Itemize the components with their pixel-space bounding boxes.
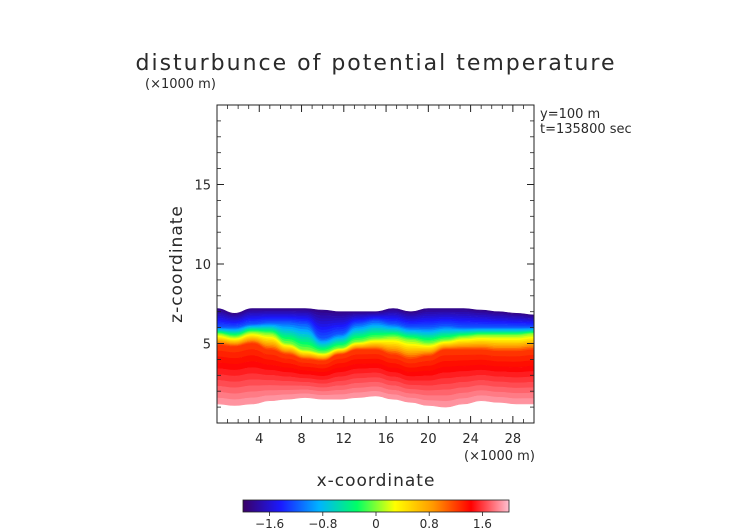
annotation-label: y=100 m (540, 107, 600, 122)
y-tick-label: 10 (194, 258, 211, 273)
temperature-field (217, 308, 534, 408)
z-unit-label: (×1000 m) (145, 77, 216, 92)
annotation-label: t=135800 sec (540, 122, 632, 137)
field-band-warm_core (217, 391, 534, 408)
x-tick-label: 16 (378, 432, 395, 447)
x-tick-label: 20 (420, 432, 437, 447)
x-tick-label: 4 (255, 432, 263, 447)
x-tick-label: 24 (462, 432, 479, 447)
colorbar: −1.6 −0.8 0 0.8 1.6 (242, 499, 510, 531)
chart-title: disturbunce of potential temperature (136, 51, 617, 76)
colorbar-ticks: −1.6 −0.8 0 0.8 1.6 (255, 512, 492, 531)
plot-area: 4 8 12 16 20 24 28 5 10 15 (194, 104, 535, 447)
colorbar-gradient (242, 499, 510, 513)
x-tick-label: 8 (297, 432, 305, 447)
colorbar-tick-label: 0 (372, 517, 380, 531)
y-axis-ticks: 5 10 15 (194, 120, 534, 408)
colorbar-tick-label: 1.6 (473, 517, 492, 531)
x-tick-label: 12 (336, 432, 353, 447)
x-axis-title: x-coordinate (317, 471, 436, 491)
y-tick-label: 15 (194, 179, 211, 194)
y-axis-title: z-coordinate (167, 205, 187, 323)
colorbar-tick-label: −0.8 (308, 517, 337, 531)
colorbar-tick-label: 0.8 (420, 517, 439, 531)
x-tick-label: 28 (505, 432, 522, 447)
annotation-group: y=100 mt=135800 sec (540, 107, 632, 137)
x-axis-ticks: 4 8 12 16 20 24 28 (227, 105, 524, 447)
colorbar-tick-label: −1.6 (255, 517, 284, 531)
x-unit-label: (×1000 m) (464, 449, 535, 464)
y-tick-label: 5 (203, 338, 211, 353)
